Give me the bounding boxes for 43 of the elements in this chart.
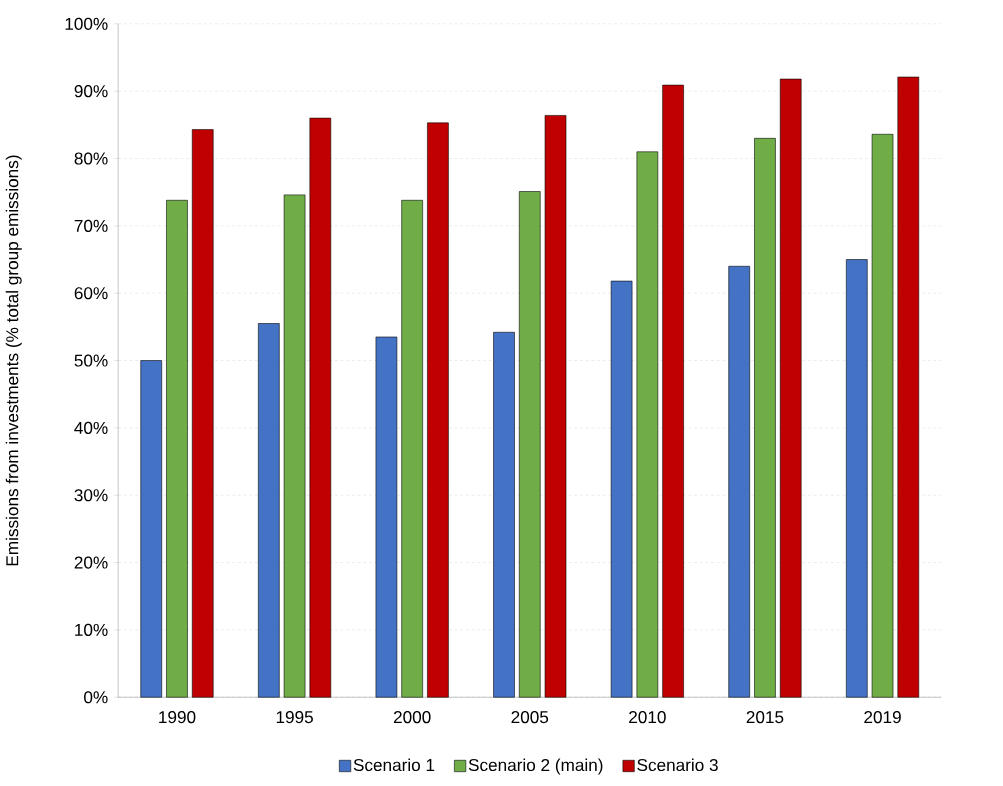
bar: [610, 280, 633, 698]
x-tick-label: 1990: [159, 711, 196, 724]
bar: [662, 84, 684, 698]
bar: [518, 191, 541, 698]
x-tick-label: 2005: [511, 711, 549, 724]
x-tick-label: 2019: [864, 711, 901, 724]
bar: [191, 129, 214, 698]
bar: [544, 115, 567, 698]
bar: [401, 200, 423, 698]
bar: [493, 331, 515, 698]
legend-label: Scenario 1: [353, 758, 435, 772]
bar: [728, 265, 750, 698]
y-tick-label: 10%: [75, 623, 108, 636]
bar: [779, 78, 802, 698]
y-tick-label: 40%: [74, 421, 108, 434]
bar: [140, 360, 163, 698]
bar: [754, 138, 776, 698]
y-tick-label: 70%: [74, 219, 108, 232]
bar: [283, 194, 306, 698]
bar: [309, 117, 332, 698]
y-tick-label: 80%: [74, 152, 108, 165]
bar: [846, 259, 868, 698]
y-tick-label: 60%: [74, 287, 108, 300]
legend-label: Scenario 2 (main): [468, 758, 603, 775]
x-tick-label: 2015: [746, 711, 784, 724]
x-tick-label: 2010: [629, 711, 666, 724]
bar: [427, 122, 449, 698]
legend-label: Scenario 3: [637, 758, 718, 772]
y-axis-title: Emissions from investments (% total group emissions): [5, 155, 22, 566]
bar: [897, 76, 920, 698]
y-tick-label: 30%: [74, 489, 108, 502]
y-tick-label: 50%: [74, 354, 108, 367]
bar: [871, 134, 894, 698]
bar: [636, 151, 659, 698]
bar: [166, 200, 188, 698]
x-tick-label: 2000: [393, 711, 431, 724]
x-tick-label: 1995: [276, 711, 313, 724]
y-tick-label: 20%: [74, 556, 108, 569]
bar: [375, 336, 398, 698]
y-tick-label: 0%: [84, 691, 108, 704]
bar: [258, 323, 280, 698]
y-tick-label: 100%: [65, 17, 108, 30]
y-tick-label: 90%: [74, 85, 108, 98]
